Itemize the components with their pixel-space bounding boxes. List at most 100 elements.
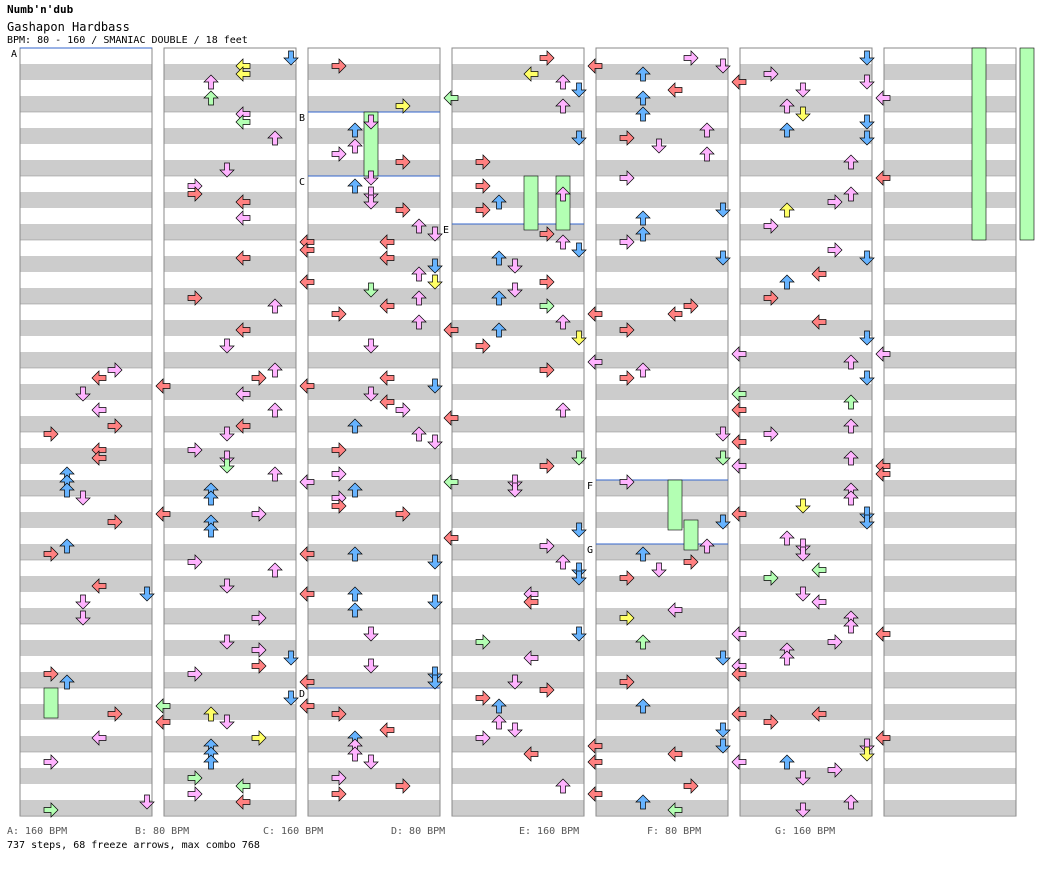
beat-stripe [20,96,152,112]
beat-stripe [452,64,584,80]
beat-stripe [164,416,296,432]
beat-stripe [884,800,1016,816]
beat-stripe [884,544,1016,560]
beat-stripe [164,64,296,80]
beat-stripe [164,320,296,336]
beat-stripe [884,128,1016,144]
beat-stripe [884,192,1016,208]
bpm-marker-D: D [299,689,305,700]
bpm-footer-label-D: D: 80 BPM [391,826,446,837]
beat-stripe [20,544,152,560]
beat-stripe [596,640,728,656]
beat-stripe [20,160,152,176]
bpm-marker-C: C [299,177,305,188]
beat-stripe [20,128,152,144]
beat-stripe [740,128,872,144]
beat-stripe [740,544,872,560]
beat-stripe [596,448,728,464]
beat-stripe [884,288,1016,304]
beat-stripe [596,576,728,592]
beat-stripe [596,736,728,752]
beat-stripe [596,288,728,304]
beat-stripe [884,224,1016,240]
beat-stripe [884,736,1016,752]
beat-stripe [596,64,728,80]
beat-stripe [308,608,440,624]
beat-stripe [308,544,440,560]
beat-stripe [452,800,584,816]
beat-stripe [596,384,728,400]
beat-stripe [308,768,440,784]
bpm-marker-G: G [587,545,593,556]
beat-stripe [740,576,872,592]
beat-stripe [884,256,1016,272]
beat-stripe [308,320,440,336]
beat-stripe [740,736,872,752]
beat-stripe [452,416,584,432]
beat-stripe [308,96,440,112]
beat-stripe [308,224,440,240]
beat-stripe [20,288,152,304]
beat-stripe [596,480,728,496]
beat-stripe [740,608,872,624]
beat-stripe [740,480,872,496]
beat-stripe [308,416,440,432]
beat-stripe [20,768,152,784]
beat-stripe [452,608,584,624]
bpm-marker-A: A [11,49,17,60]
beat-stripe [20,672,152,688]
beat-stripe [164,160,296,176]
beat-stripe [308,512,440,528]
beat-stripe [884,96,1016,112]
beat-stripe [452,480,584,496]
beat-stripe [308,704,440,720]
beat-stripe [884,384,1016,400]
beat-stripe [740,640,872,656]
beat-stripe [596,512,728,528]
beat-stripe [884,448,1016,464]
beat-stripe [164,352,296,368]
beat-stripe [452,512,584,528]
beat-stripe [596,256,728,272]
beat-stripe [308,64,440,80]
beat-stripe [884,64,1016,80]
beat-stripe [740,704,872,720]
beat-stripe [308,640,440,656]
beat-stripe [164,704,296,720]
beat-stripe [308,288,440,304]
beat-stripe [20,448,152,464]
beat-stripe [308,256,440,272]
beat-stripe [308,672,440,688]
bpm-marker-E: E [443,225,449,236]
chart-summary: 737 steps, 68 freeze arrows, max combo 7… [7,840,260,851]
beat-stripe [308,576,440,592]
beat-stripe [452,768,584,784]
beat-stripe [884,768,1016,784]
beat-stripe [20,608,152,624]
bpm-footer-label-F: F: 80 BPM [647,826,702,837]
bpm-marker-F: F [587,481,593,492]
beat-stripe [452,448,584,464]
beat-stripe [884,672,1016,688]
beat-stripe [740,256,872,272]
bpm-footer-label-B: B: 80 BPM [135,826,190,837]
beat-stripe [308,448,440,464]
beat-stripe [884,704,1016,720]
beat-stripe [164,800,296,816]
beat-stripe [452,704,584,720]
beat-stripe [884,480,1016,496]
beat-stripe [20,800,152,816]
beat-stripe [740,288,872,304]
beat-stripe [164,672,296,688]
beat-stripe [20,704,152,720]
beat-stripe [164,576,296,592]
freeze-arrow-body [43,687,59,719]
beat-stripe [740,448,872,464]
beat-stripe [164,224,296,240]
beat-stripe [20,480,152,496]
beat-stripe [740,224,872,240]
beat-stripe [884,416,1016,432]
beat-stripe [452,256,584,272]
beat-stripe [308,352,440,368]
beat-stripe [884,160,1016,176]
